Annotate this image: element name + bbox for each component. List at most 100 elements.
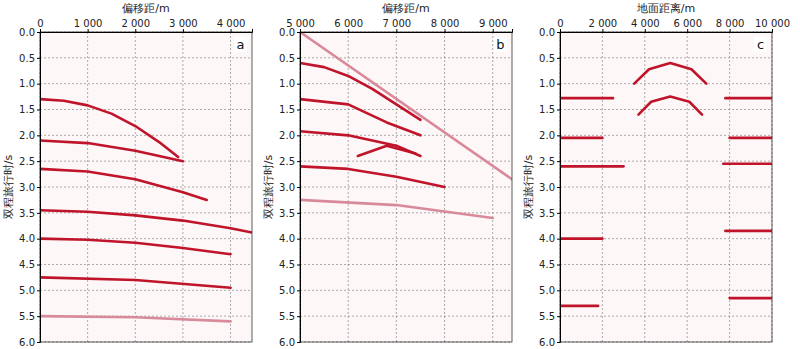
tick-mark <box>37 187 40 188</box>
tick: 3.0 <box>539 182 560 193</box>
tick-label: 4.5 <box>19 259 35 270</box>
axis-title: 偏移距/m <box>382 2 429 15</box>
grid-line <box>300 161 512 162</box>
plot-background <box>560 32 772 342</box>
tick-mark <box>557 265 560 266</box>
tick-mark <box>37 239 40 240</box>
tick-mark <box>772 29 773 32</box>
axis-line <box>37 33 41 343</box>
tick: 8 000 <box>431 18 460 32</box>
tick-label: 0 <box>37 18 43 29</box>
event-line <box>40 277 231 287</box>
tick-mark <box>297 58 300 59</box>
tick-mark <box>88 29 89 32</box>
tick: 0.5 <box>279 53 300 64</box>
event-line <box>40 141 183 162</box>
grid-line <box>560 290 772 291</box>
grid-line <box>40 109 252 110</box>
tick-label: 0.0 <box>279 27 295 38</box>
tick-label: 1.0 <box>279 78 295 89</box>
axis-line <box>297 33 301 343</box>
tick: 0.5 <box>19 53 40 64</box>
tick: 5.0 <box>539 285 560 296</box>
tick: 4.5 <box>539 259 560 270</box>
tick: 3.5 <box>19 208 40 219</box>
grid-line <box>300 83 512 84</box>
tick-mark <box>557 342 560 343</box>
tick-mark <box>183 29 184 32</box>
tick-mark <box>40 29 41 32</box>
tick: 3.0 <box>279 182 300 193</box>
grid-line <box>300 290 512 291</box>
panel-label: a <box>237 37 245 52</box>
tick-mark <box>297 187 300 188</box>
label-patch <box>754 37 767 52</box>
event-line <box>40 169 207 200</box>
tick-mark <box>37 135 40 136</box>
event-line <box>40 99 178 157</box>
tick: 1.5 <box>279 104 300 115</box>
grid-line <box>40 83 252 84</box>
tick: 5.5 <box>539 311 560 322</box>
tick: 4.0 <box>539 233 560 244</box>
tick-mark <box>557 110 560 111</box>
tick-label: 3.5 <box>19 208 35 219</box>
tick-label: 2.0 <box>19 130 35 141</box>
tick-label: 1.5 <box>539 104 555 115</box>
event-line <box>634 63 706 84</box>
tick: 2.5 <box>539 156 560 167</box>
grid-line <box>687 32 688 342</box>
x-axis: 5 0006 0007 0008 0009 000 <box>286 18 512 33</box>
tick: 6 000 <box>673 18 702 32</box>
tick-label: 2.5 <box>279 156 295 167</box>
tick: 1 000 <box>74 18 103 32</box>
tick: 0.0 <box>279 27 300 38</box>
grid-line <box>560 187 772 188</box>
grid-line <box>182 32 183 342</box>
event-line <box>560 164 772 167</box>
tick-mark <box>37 161 40 162</box>
tick-mark <box>231 29 232 32</box>
event-line <box>560 298 772 306</box>
axis-line <box>41 29 253 33</box>
tick-mark <box>730 29 731 32</box>
label-patch <box>494 37 507 52</box>
grid-line <box>300 212 512 213</box>
tick: 0 <box>557 18 563 32</box>
tick-mark <box>37 32 40 33</box>
tick-label: 4.0 <box>279 233 295 244</box>
tick-label: 10 000 <box>755 18 790 29</box>
tick: 1.0 <box>279 78 300 89</box>
tick-mark <box>297 161 300 162</box>
tick-label: 3.5 <box>279 208 295 219</box>
grid-line <box>560 135 772 136</box>
tick-label: 2.5 <box>539 156 555 167</box>
tick-mark <box>297 84 300 85</box>
plot-background <box>40 32 252 342</box>
tick: 7 000 <box>383 18 412 32</box>
tick-label: 8 000 <box>716 18 745 29</box>
grid-line <box>40 290 252 291</box>
tick-label: 7 000 <box>383 18 412 29</box>
tick: 8 000 <box>716 18 745 32</box>
tick-mark <box>560 29 561 32</box>
tick-label: 8 000 <box>431 18 460 29</box>
tick: 4.0 <box>279 233 300 244</box>
grid-line <box>560 212 772 213</box>
tick-label: 2 000 <box>121 18 150 29</box>
tick-label: 2.5 <box>19 156 35 167</box>
tick-mark <box>37 213 40 214</box>
grid-line <box>560 316 772 317</box>
grid-line <box>40 264 252 265</box>
tick: 1.5 <box>19 104 40 115</box>
tick: 0.0 <box>19 27 40 38</box>
tick-mark <box>297 239 300 240</box>
tick: 6.0 <box>19 337 40 348</box>
tick-label: 5.0 <box>539 285 555 296</box>
tick-label: 0.0 <box>539 27 555 38</box>
tick: 1.5 <box>539 104 560 115</box>
tick: 2.5 <box>279 156 300 167</box>
x-axis: 02 0004 0006 0008 00010 000 <box>557 18 790 33</box>
tick-mark <box>37 342 40 343</box>
tick: 4.0 <box>19 233 40 244</box>
